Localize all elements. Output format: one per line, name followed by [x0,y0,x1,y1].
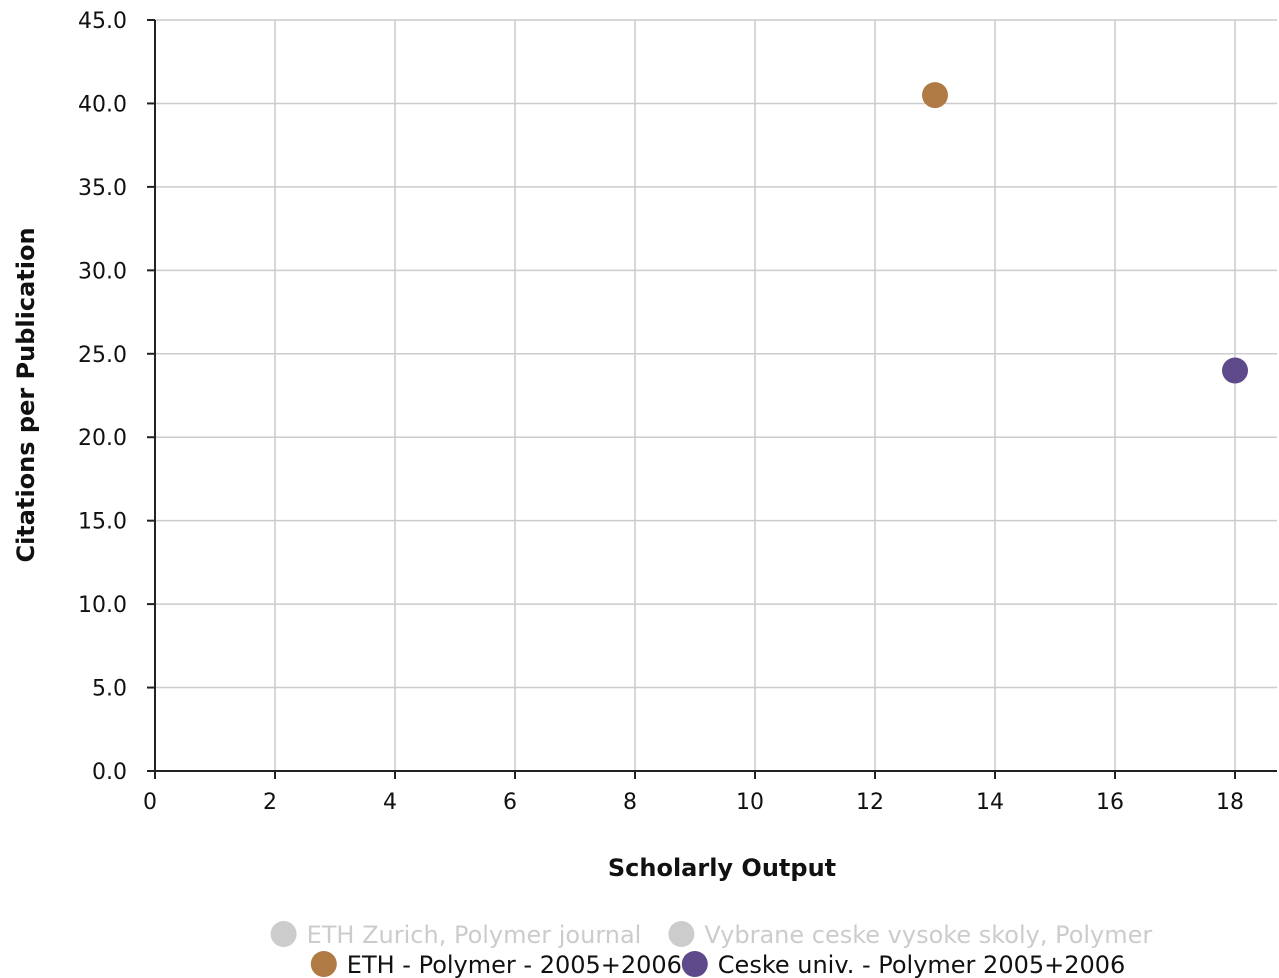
legend-marker [270,921,297,947]
legend-label: Vybrane ceske vysoke skoly, Polymer [704,921,1152,949]
legend-label: ETH - Polymer - 2005+2006 [347,951,682,978]
y-tick-label: 0.0 [92,760,127,785]
x-tick-label: 14 [976,790,1004,815]
grid-lines [155,19,1277,772]
data-point[interactable] [922,82,948,109]
x-tick-label: 6 [503,790,517,815]
y-tick-label: 15.0 [78,510,127,535]
legend-marker [310,951,337,977]
legend-label: Ceske univ. - Polymer 2005+2006 [718,951,1126,978]
y-tick-label: 10.0 [78,593,127,618]
legend: ETH Zurich, Polymer journal Vybrane ceske… [270,921,1152,978]
y-axis-title: Citations per Publication [12,227,40,562]
legend-item[interactable]: ETH Zurich, Polymer journal [270,921,642,949]
y-tick-label: 5.0 [92,677,127,702]
x-tick-label: 0 [143,790,157,815]
axes [147,19,1277,779]
x-tick-label: 4 [383,790,397,815]
x-tick-label: 10 [736,790,764,815]
legend-item[interactable]: ETH - Polymer - 2005+2006 [310,951,682,978]
y-tick-label: 40.0 [78,92,127,117]
legend-marker [668,921,695,947]
x-axis-title: Scholarly Output [608,854,836,882]
y-tick-label: 20.0 [78,426,127,451]
legend-marker [681,951,708,977]
legend-label: ETH Zurich, Polymer journal [307,921,642,949]
x-tick-label: 16 [1096,790,1124,815]
x-tick-label: 8 [623,790,637,815]
y-tick-label: 25.0 [78,343,127,368]
x-tick-label: 18 [1216,790,1244,815]
data-point[interactable] [1222,357,1248,384]
tick-labels: 0.0 5.0 10.0 15.0 20.0 25.0 30.0 35.0 40.0 45.0 0 2… [78,9,1244,815]
x-tick-label: 2 [263,790,277,815]
legend-item[interactable]: Vybrane ceske vysoke skoly, Polymer [668,921,1152,949]
y-tick-label: 35.0 [78,176,127,201]
y-tick-label: 30.0 [78,259,127,284]
data-points [922,82,1248,384]
y-tick-label: 45.0 [78,9,127,34]
legend-item[interactable]: Ceske univ. - Polymer 2005+2006 [681,951,1126,978]
x-tick-label: 12 [856,790,884,815]
